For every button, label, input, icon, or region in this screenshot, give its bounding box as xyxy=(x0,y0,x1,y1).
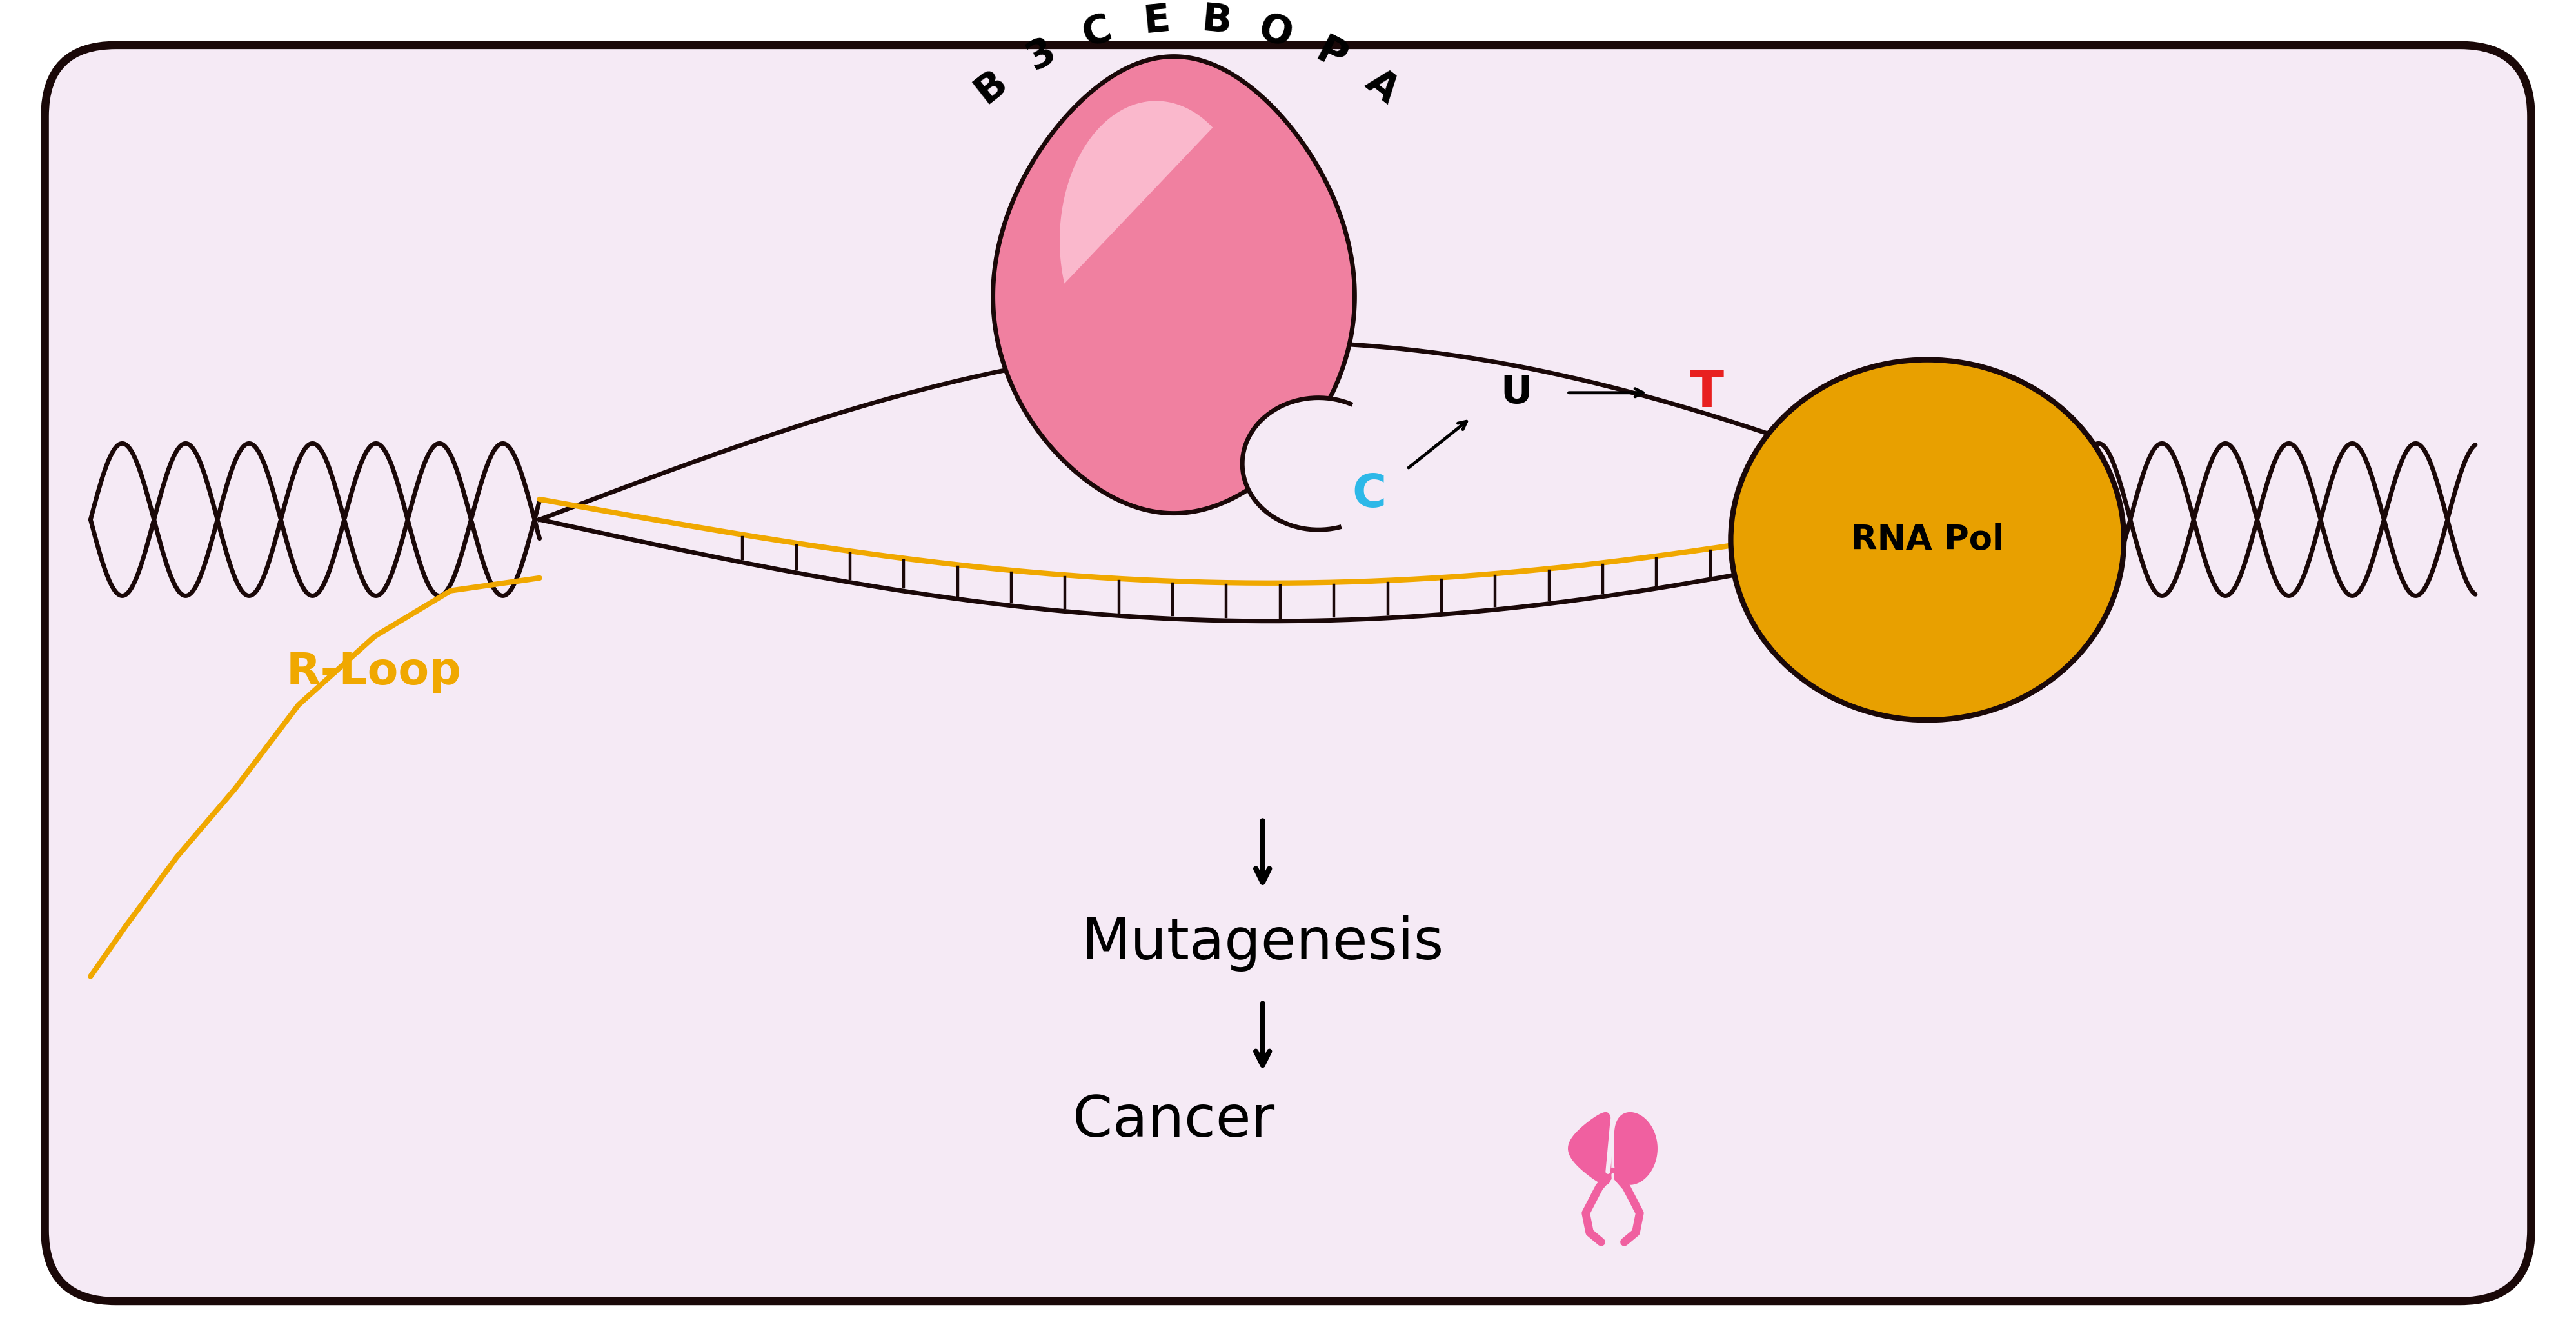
Polygon shape xyxy=(1059,101,1213,284)
Text: R-Loop: R-Loop xyxy=(286,650,461,694)
Polygon shape xyxy=(1615,1112,1656,1185)
Text: P: P xyxy=(1309,31,1352,78)
Text: O: O xyxy=(1255,9,1296,56)
Text: C: C xyxy=(1079,11,1118,54)
Text: 3: 3 xyxy=(1020,32,1064,78)
Text: RNA Pol: RNA Pol xyxy=(1852,523,2004,556)
Polygon shape xyxy=(1569,1112,1610,1185)
Text: C: C xyxy=(1352,472,1386,516)
Text: E: E xyxy=(1141,1,1172,41)
Polygon shape xyxy=(992,57,1355,514)
FancyBboxPatch shape xyxy=(44,45,2532,1302)
Text: T: T xyxy=(1690,368,1723,417)
Ellipse shape xyxy=(1242,398,1394,529)
Text: A: A xyxy=(1358,62,1406,111)
Text: B: B xyxy=(1200,1,1234,41)
Text: Mutagenesis: Mutagenesis xyxy=(1082,916,1445,971)
Text: Cancer: Cancer xyxy=(1072,1093,1275,1149)
Text: U: U xyxy=(1499,374,1533,411)
Text: B: B xyxy=(969,62,1015,111)
Ellipse shape xyxy=(1731,360,2125,721)
